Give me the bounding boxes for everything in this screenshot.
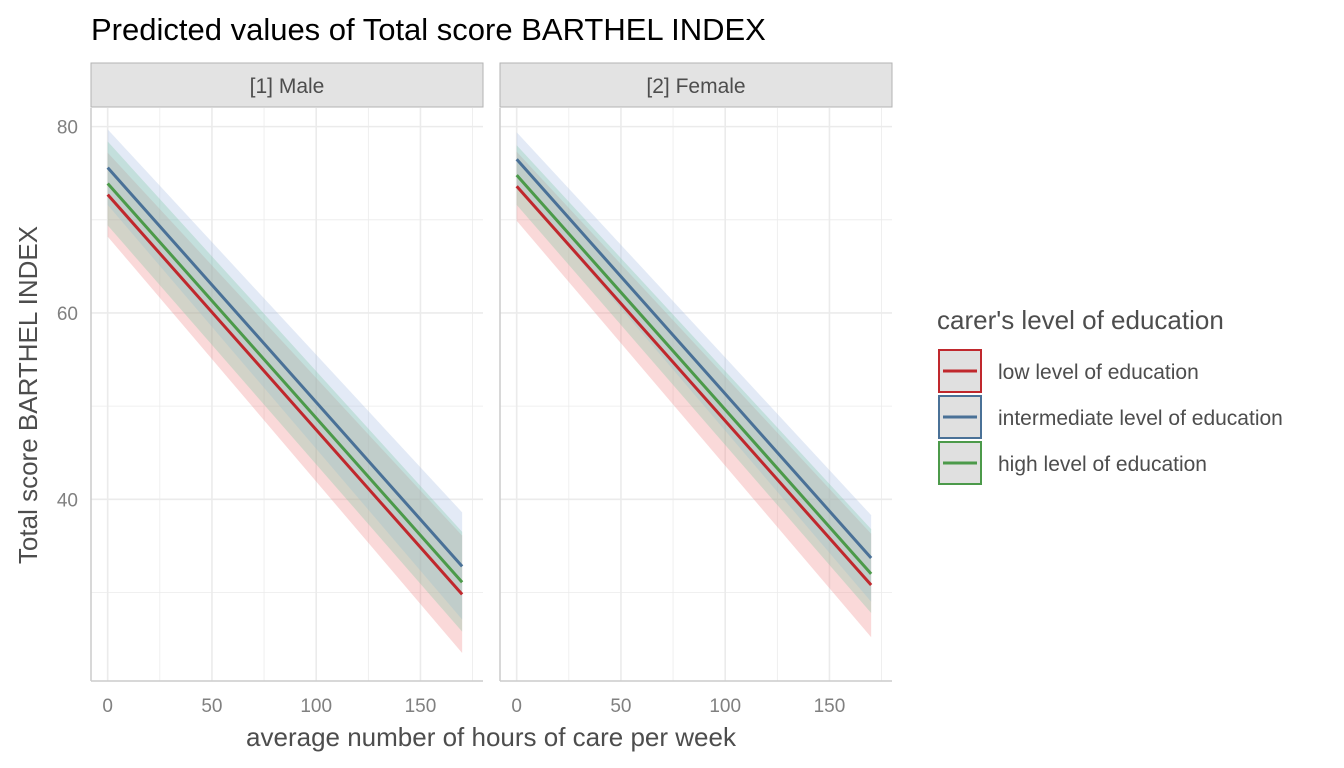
x-tick-label: 50 [201,696,222,717]
facet-strip [499,62,893,108]
legend-label: high level of education [998,453,1207,476]
series-line-intermediate [515,158,873,560]
facet-strip-label: [1] Male [250,75,325,98]
legend: carer's level of education low level of … [937,305,1283,485]
confidence-bands [107,129,463,654]
confidence-band-high [516,145,872,613]
series-lines [106,166,464,596]
legend-item-high: high level of education [938,441,1207,485]
x-axis-title: average number of hours of care per week [246,722,737,752]
legend-item-intermediate: intermediate level of education [938,395,1283,439]
grid [500,108,892,681]
confidence-band-low [107,152,463,654]
x-tick-label: 100 [300,696,332,717]
legend-label: low level of education [998,361,1199,384]
x-tick-label: 150 [814,696,846,717]
grid [91,108,483,681]
x-tick-label: 0 [102,696,113,717]
series-lines [515,158,873,587]
confidence-band-intermediate [107,129,463,620]
x-tick-label: 150 [405,696,437,717]
legend-item-low: low level of education [938,349,1199,393]
y-axis-title: Total score BARTHEL INDEX [13,226,43,564]
x-tick-label: 0 [511,696,522,717]
panel-1: [1] Male 0 50 100 150 40 60 80 [57,62,484,717]
series-line-low [515,185,873,587]
x-tick-label: 50 [610,696,631,717]
series-line-high [515,174,873,575]
x-tick-label: 100 [709,696,741,717]
series-line-high [106,182,464,584]
facet-strip [90,62,484,108]
legend-label: intermediate level of education [998,407,1283,430]
panels: [1] Male 0 50 100 150 40 60 80 [2] Female 0 50 100 1… [57,62,893,717]
chart-title: Predicted values of Total score BARTHEL … [91,12,766,47]
y-tick-label: 40 [57,490,78,511]
series-line-low [106,193,464,596]
panel-2: [2] Female 0 50 100 150 [499,62,893,717]
legend-title: carer's level of education [937,305,1224,335]
facet-strip-label: [2] Female [646,75,745,98]
confidence-band-high [107,141,463,632]
y-tick-label: 80 [57,118,78,139]
y-tick-label: 60 [57,304,78,325]
series-line-intermediate [106,166,464,568]
